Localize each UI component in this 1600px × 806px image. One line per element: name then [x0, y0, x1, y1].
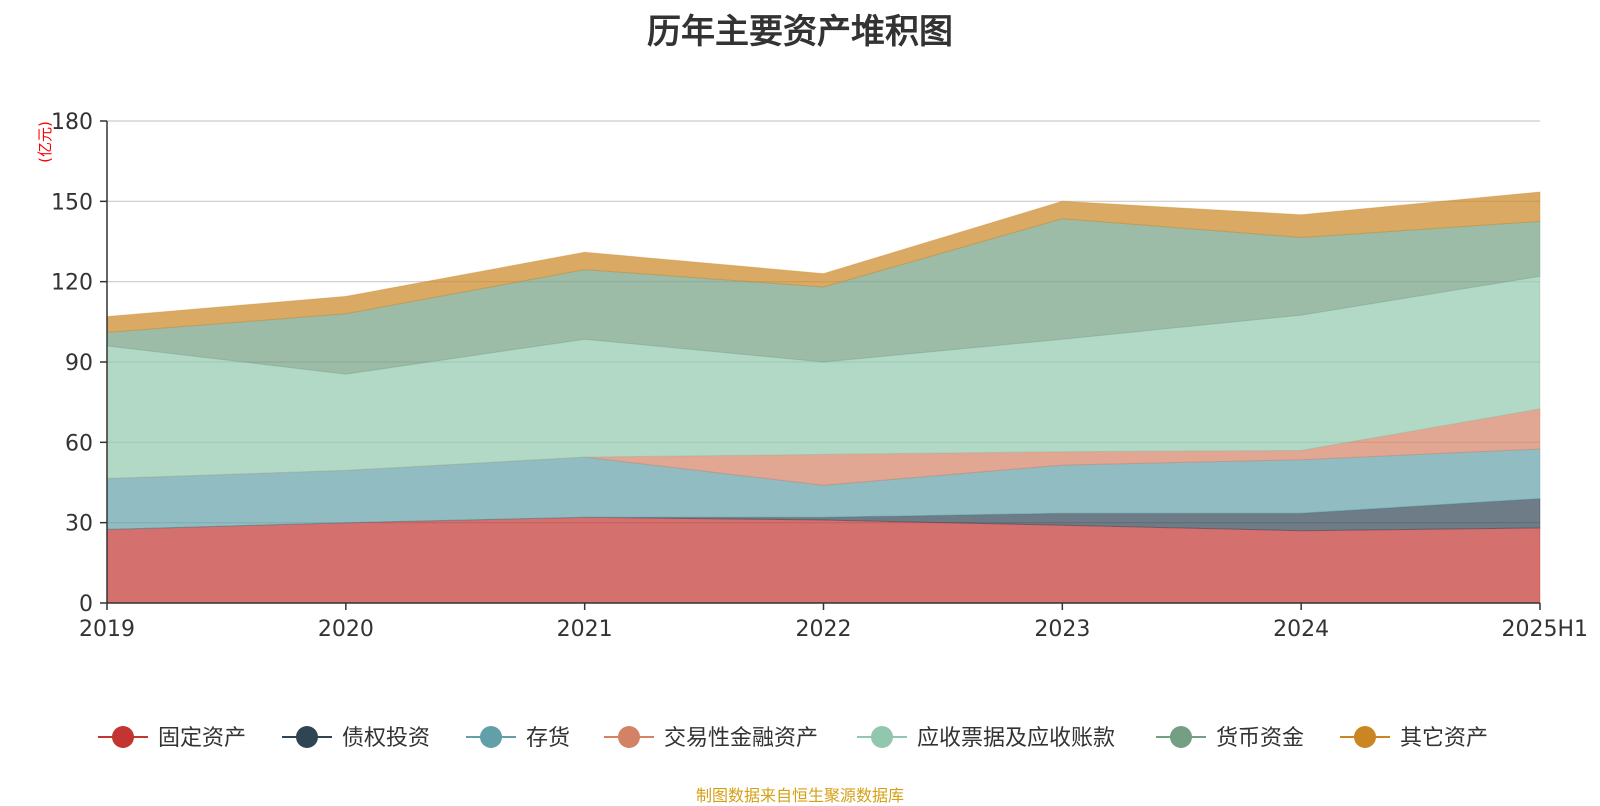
legend-item-2[interactable]: 债权投资 — [282, 726, 430, 751]
legend-label: 货币资金 — [1216, 726, 1304, 751]
x-tick-label: 2021 — [557, 617, 613, 642]
legend: 固定资产 债权投资 存货 交易性金融资产 应收票据及应收账款 货币资金 其它资产 — [98, 726, 1488, 751]
x-tick-label: 2019 — [79, 617, 135, 642]
legend-item-3[interactable]: 存货 — [466, 726, 570, 751]
y-tick-label: 0 — [79, 592, 93, 617]
legend-marker — [1170, 726, 1192, 748]
legend-label: 存货 — [526, 726, 570, 751]
legend-label: 其它资产 — [1400, 726, 1488, 751]
legend-label: 交易性金融资产 — [664, 726, 818, 751]
y-axis-unit-label: (亿元) — [36, 121, 54, 163]
x-tick-label: 2022 — [796, 617, 852, 642]
y-tick-label: 60 — [65, 431, 93, 456]
legend-item-4[interactable]: 交易性金融资产 — [604, 726, 818, 751]
legend-marker — [112, 726, 134, 748]
legend-marker — [1354, 726, 1376, 748]
stacked-area-chart: 0 30 60 90 120 150 180 2019 2020 2021 2022 2023 2024… — [36, 110, 1588, 751]
y-tick-label: 30 — [65, 512, 93, 537]
x-tick-label: 2024 — [1273, 617, 1329, 642]
x-tick-label: 2025H1 — [1501, 617, 1588, 642]
y-tick-label: 120 — [51, 271, 93, 296]
x-tick-label: 2023 — [1034, 617, 1090, 642]
legend-item-5[interactable]: 应收票据及应收账款 — [857, 726, 1115, 751]
y-tick-label: 180 — [51, 110, 93, 135]
legend-label: 固定资产 — [158, 726, 246, 751]
area-series-3 — [106, 448, 1541, 530]
area-series-group — [106, 191, 1541, 604]
legend-item-1[interactable]: 固定资产 — [98, 726, 246, 751]
legend-label: 应收票据及应收账款 — [917, 726, 1115, 751]
legend-marker — [871, 726, 893, 748]
x-tick-label: 2020 — [318, 617, 374, 642]
y-tick-label: 150 — [51, 190, 93, 215]
legend-item-7[interactable]: 其它资产 — [1340, 726, 1488, 751]
legend-marker — [296, 726, 318, 748]
legend-marker — [480, 726, 502, 748]
axes: 0 30 60 90 120 150 180 2019 2020 2021 2022 2023 2024… — [51, 110, 1588, 642]
y-tick-label: 90 — [65, 351, 93, 376]
area-series-7 — [106, 191, 1541, 334]
legend-item-6[interactable]: 货币资金 — [1156, 726, 1304, 751]
source-note: 制图数据来自恒生聚源数据库 — [695, 786, 904, 805]
legend-label: 债权投资 — [342, 726, 430, 751]
legend-marker — [618, 726, 640, 748]
chart-title: 历年主要资产堆积图 — [647, 12, 953, 52]
